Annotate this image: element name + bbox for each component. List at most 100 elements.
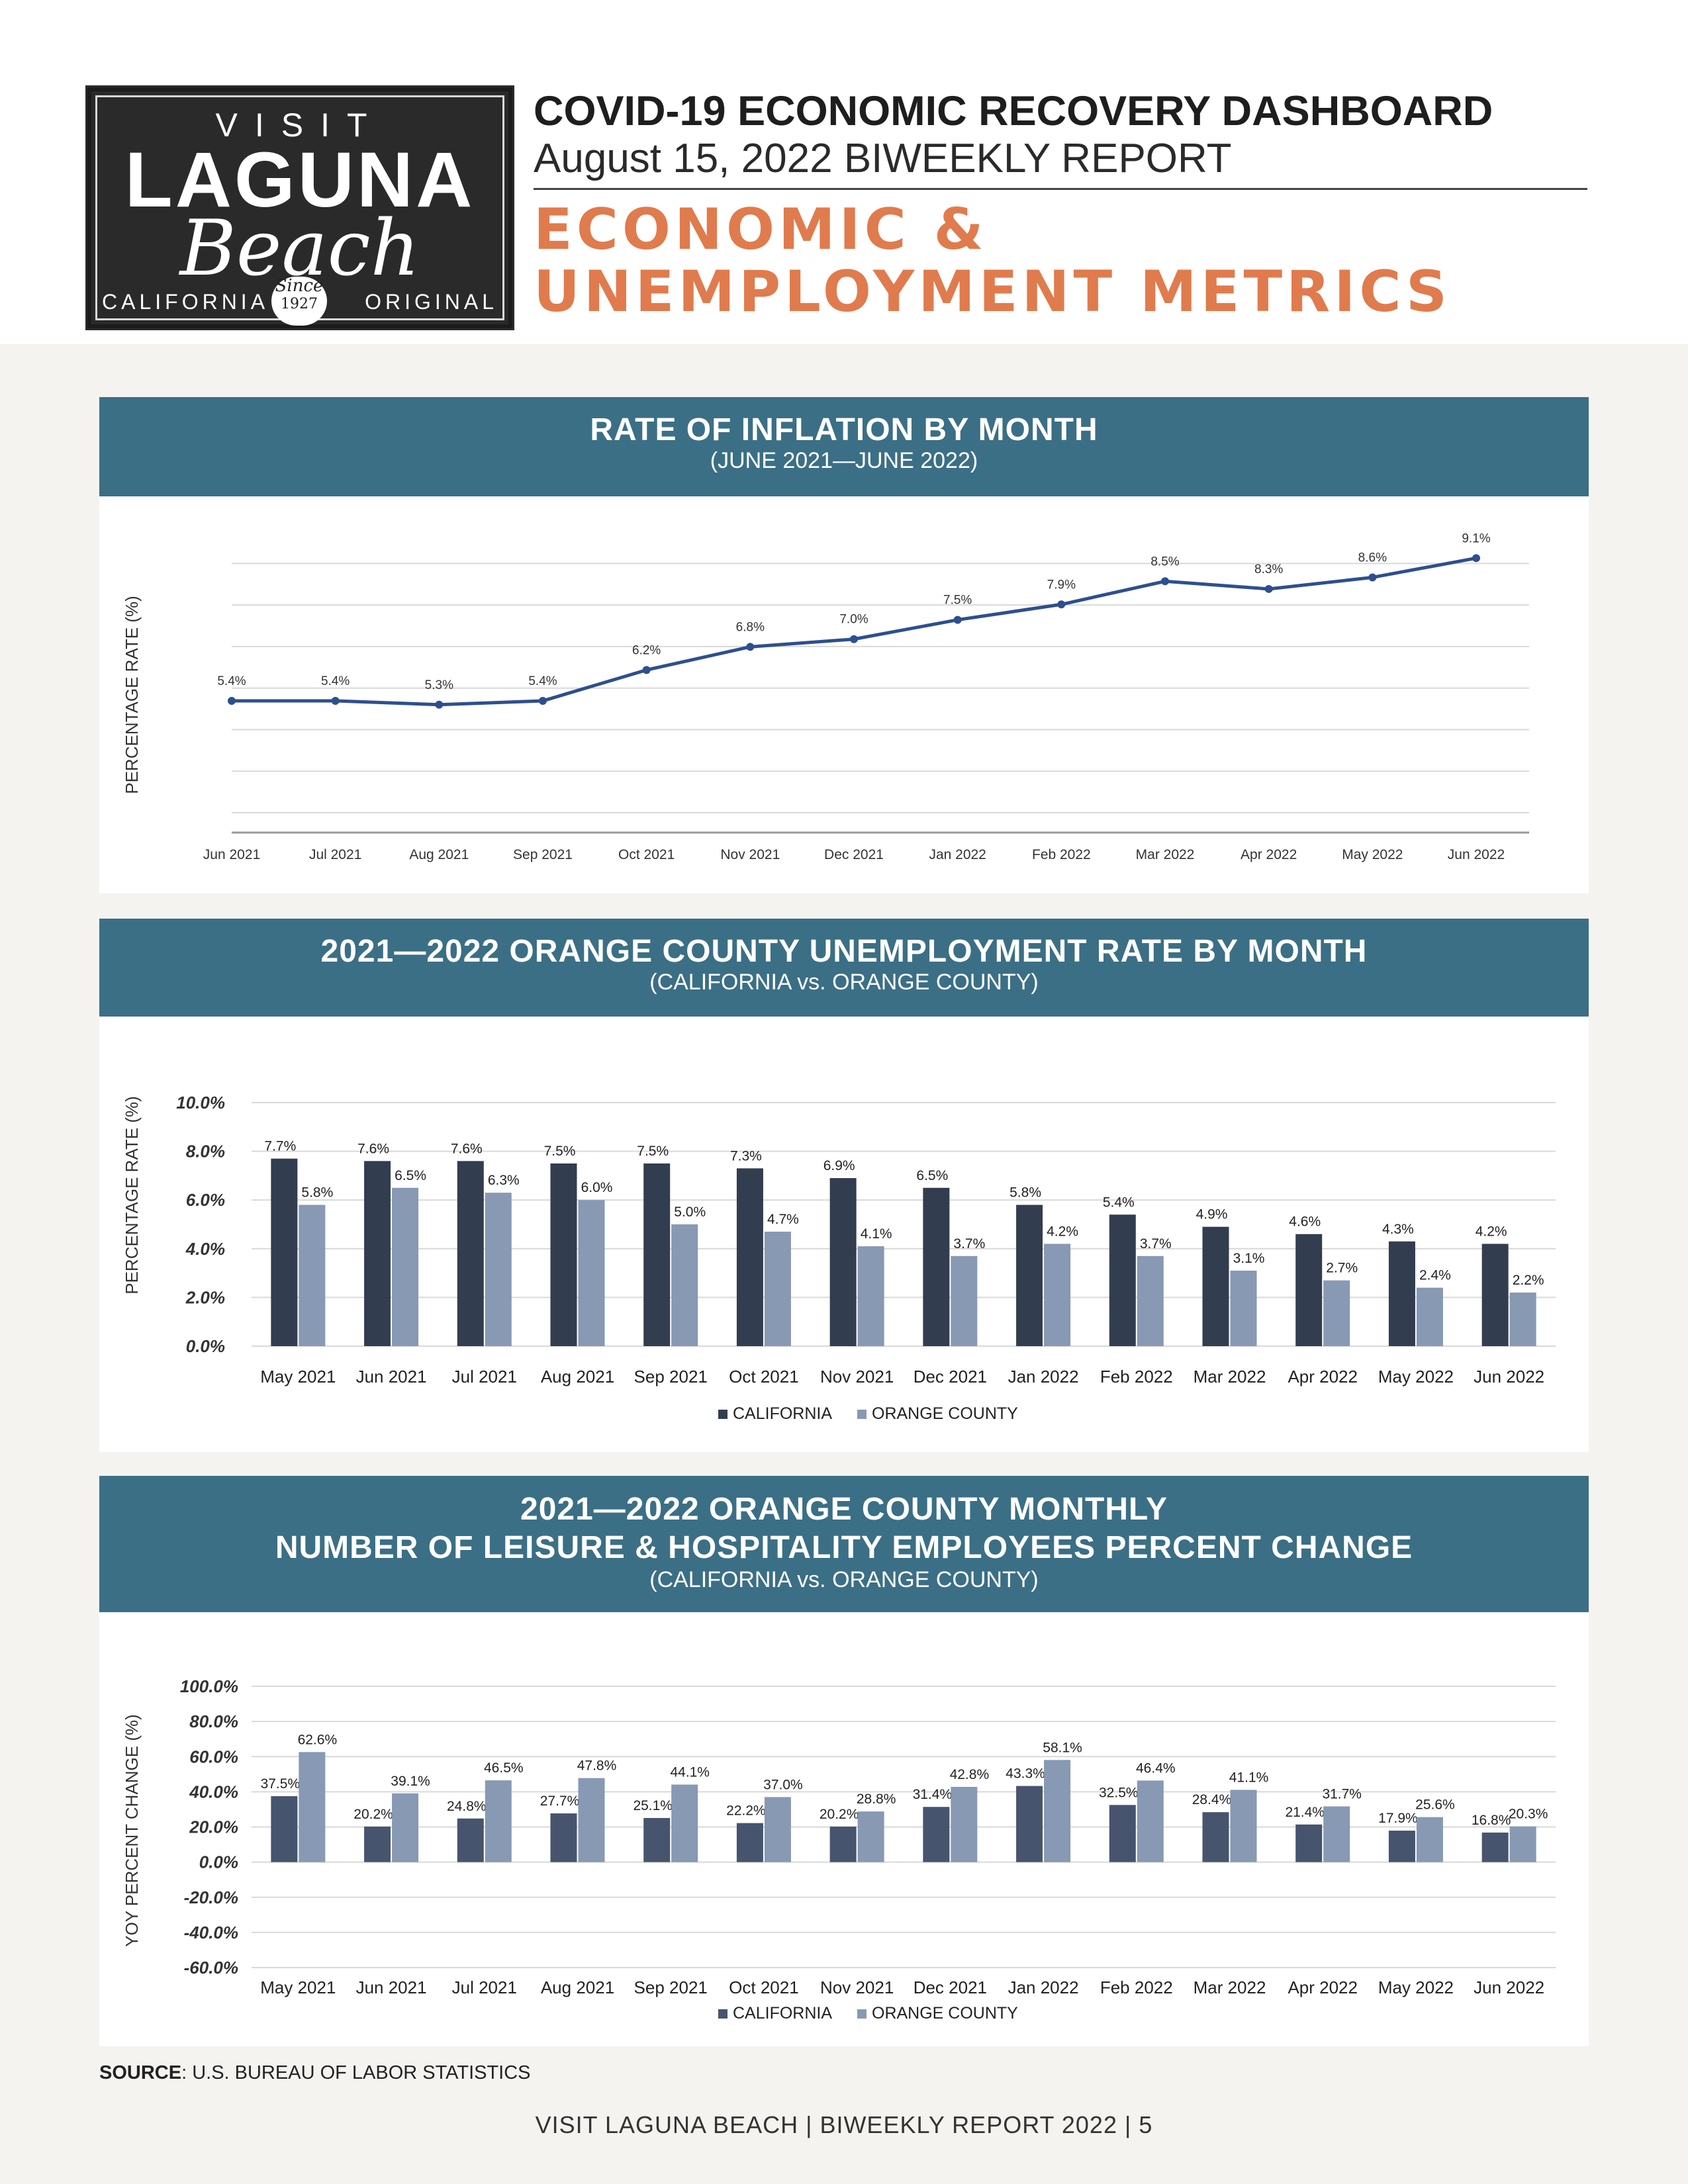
data-label: 32.5% bbox=[1099, 1785, 1139, 1800]
legend-label: ORANGE COUNTY bbox=[872, 2004, 1018, 2023]
bar bbox=[1044, 1244, 1071, 1346]
bar bbox=[951, 1786, 978, 1862]
x-tick-label: Jan 2022 bbox=[1008, 1367, 1079, 1387]
data-point bbox=[539, 696, 547, 705]
unemployment-bar-chart: 10.0% 8.0% 6.0% 4.0% 2.0% 0.0% PERCENTAGE RATE… bbox=[122, 1093, 1556, 1423]
x-tick-label: Oct 2021 bbox=[729, 1367, 799, 1387]
y-tick-label: 2.0% bbox=[185, 1287, 225, 1307]
x-tick-label: Jul 2021 bbox=[452, 1978, 517, 1997]
bar bbox=[671, 1784, 698, 1862]
data-label: 44.1% bbox=[670, 1764, 710, 1780]
x-tick-label: May 2022 bbox=[1378, 1978, 1454, 1997]
data-label: 7.5% bbox=[544, 1144, 576, 1159]
data-point bbox=[1264, 584, 1273, 593]
data-label: 39.1% bbox=[391, 1774, 430, 1789]
legend-label: ORANGE COUNTY bbox=[872, 1404, 1018, 1423]
bar bbox=[364, 1161, 391, 1346]
x-tick-label: Nov 2021 bbox=[720, 847, 780, 862]
logo-year: 1927 bbox=[281, 296, 318, 312]
data-label: 20.3% bbox=[1509, 1807, 1548, 1822]
data-label: 5.4% bbox=[1103, 1195, 1135, 1210]
data-label: 46.5% bbox=[484, 1760, 524, 1776]
x-tick-label: Nov 2021 bbox=[820, 1367, 894, 1387]
data-label: 31.7% bbox=[1322, 1786, 1362, 1801]
section-heading: ECONOMIC & UNEMPLOYMENT METRICS bbox=[534, 199, 1451, 323]
data-point bbox=[1161, 577, 1169, 586]
x-tick-label: Dec 2021 bbox=[914, 1978, 987, 1997]
x-tick-label: Jun 2021 bbox=[356, 1978, 427, 1997]
data-label: 27.7% bbox=[540, 1794, 580, 1809]
data-label: 4.6% bbox=[1289, 1214, 1321, 1230]
y-tick-label: 80.0% bbox=[189, 1711, 238, 1731]
y-axis-label: PERCENTAGE RATE (%) bbox=[122, 1096, 142, 1295]
data-label: 42.8% bbox=[950, 1767, 990, 1782]
bar bbox=[923, 1807, 950, 1862]
logo-original: ORIGINAL bbox=[365, 290, 498, 314]
y-tick-label: -40.0% bbox=[184, 1923, 238, 1942]
data-label: 46.4% bbox=[1136, 1760, 1176, 1776]
y-axis-label: YOY PERCENT CHANGE (%) bbox=[122, 1714, 142, 1947]
x-tick-label: Apr 2022 bbox=[1288, 1367, 1358, 1387]
data-label: 7.7% bbox=[264, 1139, 296, 1154]
x-tick-label: May 2022 bbox=[1378, 1367, 1454, 1387]
page-footer: VISIT LAGUNA BEACH | BIWEEKLY REPORT 202… bbox=[535, 2111, 1153, 2138]
data-label: 7.6% bbox=[451, 1141, 483, 1156]
bar bbox=[550, 1163, 577, 1346]
data-label: 5.3% bbox=[425, 678, 453, 692]
source-label: SOURCE bbox=[99, 2062, 182, 2083]
data-label: 2.4% bbox=[1419, 1268, 1451, 1283]
x-tick-label: Jun 2022 bbox=[1474, 1367, 1544, 1387]
data-label: 58.1% bbox=[1043, 1740, 1082, 1755]
data-label: 6.0% bbox=[581, 1180, 613, 1195]
y-tick-label: 20.0% bbox=[189, 1817, 238, 1837]
data-label: 4.3% bbox=[1382, 1222, 1414, 1237]
x-tick-label: Oct 2021 bbox=[729, 1978, 799, 1997]
data-label: 43.3% bbox=[1006, 1766, 1045, 1782]
data-label: 2.2% bbox=[1513, 1273, 1544, 1288]
x-tick-label: May 2022 bbox=[1342, 847, 1403, 862]
bar bbox=[764, 1797, 791, 1862]
source-text: : U.S. BUREAU OF LABOR STATISTICS bbox=[181, 2062, 531, 2083]
logo-since: Since bbox=[275, 276, 324, 296]
bar bbox=[457, 1161, 484, 1346]
x-tick-label: Jun 2022 bbox=[1474, 1978, 1544, 1997]
legend-label: CALIFORNIA bbox=[733, 2004, 832, 2023]
data-label: 37.0% bbox=[763, 1777, 803, 1792]
data-point bbox=[331, 696, 340, 705]
data-label: 6.8% bbox=[736, 620, 765, 634]
bar bbox=[299, 1205, 326, 1346]
y-tick-label: 6.0% bbox=[186, 1190, 225, 1210]
data-point bbox=[850, 635, 858, 643]
data-label: 7.9% bbox=[1047, 578, 1076, 592]
data-label: 7.5% bbox=[637, 1144, 669, 1159]
data-label: 24.8% bbox=[447, 1799, 487, 1814]
bar bbox=[764, 1232, 791, 1346]
x-tick-label: May 2021 bbox=[260, 1367, 336, 1387]
legend-swatch bbox=[857, 2009, 867, 2019]
bar bbox=[1323, 1280, 1350, 1346]
bar bbox=[1137, 1255, 1164, 1346]
bar bbox=[1016, 1786, 1043, 1862]
hospitality-chart-subtitle: (CALIFORNIA vs. ORANGE COUNTY) bbox=[649, 1567, 1039, 1592]
bar bbox=[550, 1813, 577, 1862]
hospitality-panel: 2021—2022 ORANGE COUNTY MONTHLY NUMBER O… bbox=[99, 1476, 1589, 2046]
x-tick-label: Feb 2022 bbox=[1032, 847, 1091, 862]
x-tick-label: Dec 2021 bbox=[824, 847, 884, 862]
data-label: 7.3% bbox=[730, 1148, 762, 1163]
bar bbox=[1016, 1205, 1043, 1346]
x-tick-label: Dec 2021 bbox=[914, 1367, 987, 1387]
data-label: 9.1% bbox=[1462, 531, 1490, 545]
y-axis-label: PERCENTAGE RATE (%) bbox=[122, 596, 142, 794]
inflation-line-chart: PERCENTAGE RATE (%) 5.4% Jun 2021 5.4% Jul 2… bbox=[122, 531, 1529, 862]
unemployment-panel: 2021—2022 ORANGE COUNTY UNEMPLOYMENT RAT… bbox=[99, 919, 1589, 1452]
data-label: 7.5% bbox=[943, 594, 972, 608]
bar bbox=[485, 1193, 512, 1346]
x-tick-label: Nov 2021 bbox=[820, 1978, 894, 1997]
bar bbox=[1481, 1833, 1509, 1862]
data-label: 47.8% bbox=[577, 1758, 617, 1774]
data-label: 22.2% bbox=[726, 1803, 766, 1819]
data-label: 5.8% bbox=[1009, 1185, 1041, 1201]
bar bbox=[643, 1163, 671, 1346]
data-point bbox=[1368, 573, 1377, 582]
bar bbox=[1416, 1287, 1443, 1346]
